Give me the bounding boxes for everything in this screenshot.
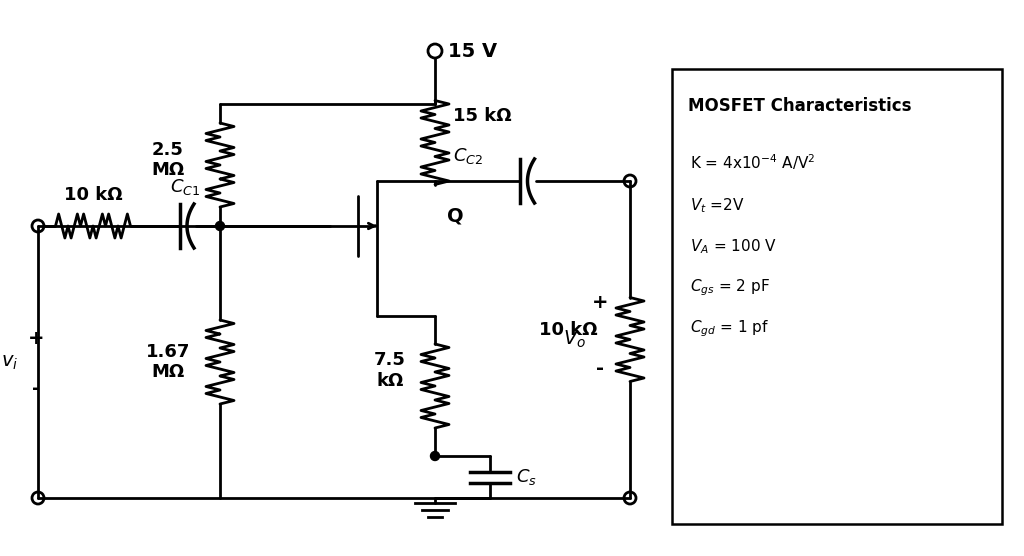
Text: MOSFET Characteristics: MOSFET Characteristics [688, 97, 911, 115]
Text: $C_{C2}$: $C_{C2}$ [453, 146, 483, 166]
Text: $V_t$ =2V: $V_t$ =2V [690, 196, 744, 215]
Text: K = 4x10$^{-4}$ A/V$^{2}$: K = 4x10$^{-4}$ A/V$^{2}$ [690, 153, 816, 172]
Text: 7.5
kΩ: 7.5 kΩ [374, 351, 406, 390]
Text: +: + [28, 329, 44, 348]
Text: 1.67
MΩ: 1.67 MΩ [145, 342, 190, 381]
Bar [672, 69, 1002, 524]
Text: +: + [592, 292, 608, 311]
Text: $V_o$: $V_o$ [563, 329, 587, 350]
Text: $C_s$: $C_s$ [516, 467, 537, 487]
Text: 2.5
MΩ: 2.5 MΩ [152, 141, 184, 180]
Circle shape [430, 451, 439, 460]
Text: 15 V: 15 V [447, 42, 497, 61]
Circle shape [215, 221, 224, 231]
Text: $C_{gs}$ = 2 pF: $C_{gs}$ = 2 pF [690, 277, 770, 297]
Text: $C_{gd}$ = 1 pf: $C_{gd}$ = 1 pf [690, 318, 769, 339]
Text: 10 kΩ: 10 kΩ [63, 186, 122, 204]
Text: $V_A$ = 100 V: $V_A$ = 100 V [690, 237, 777, 256]
Text: $C_{C1}$: $C_{C1}$ [170, 177, 200, 197]
Text: 15 kΩ: 15 kΩ [453, 107, 512, 125]
Text: -: - [32, 379, 40, 398]
Text: 10 kΩ: 10 kΩ [539, 320, 597, 339]
Text: $v_i$: $v_i$ [1, 353, 18, 373]
Text: -: - [596, 360, 604, 379]
Text: Q: Q [447, 206, 464, 225]
